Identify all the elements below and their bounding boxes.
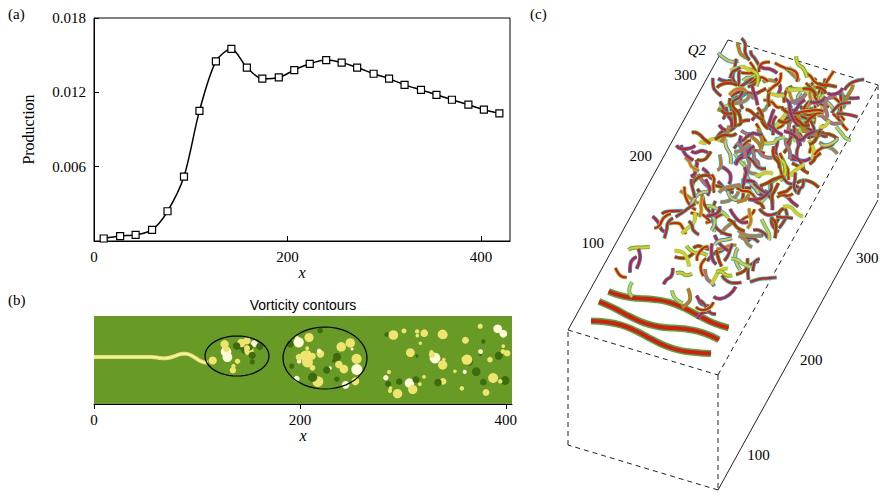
svg-text:(b): (b): [8, 292, 26, 309]
svg-text:400: 400: [495, 412, 518, 428]
svg-text:0.006: 0.006: [52, 159, 86, 175]
svg-text:(a): (a): [8, 6, 25, 23]
svg-text:Production: Production: [20, 94, 37, 164]
svg-text:300: 300: [856, 250, 879, 266]
svg-text:0: 0: [90, 249, 98, 265]
svg-text:Q2: Q2: [688, 42, 707, 58]
svg-text:300: 300: [674, 67, 697, 83]
svg-text:200: 200: [276, 249, 299, 265]
svg-text:x: x: [297, 264, 305, 281]
svg-text:400: 400: [470, 249, 493, 265]
svg-text:(c): (c): [530, 6, 547, 23]
svg-text:100: 100: [582, 235, 605, 251]
svg-text:200: 200: [630, 148, 653, 164]
svg-text:x: x: [298, 427, 306, 444]
svg-text:0.018: 0.018: [52, 10, 86, 26]
svg-text:200: 200: [800, 352, 823, 368]
svg-text:0.012: 0.012: [52, 84, 86, 100]
svg-text:0: 0: [90, 412, 98, 428]
svg-text:Vorticity contours: Vorticity contours: [250, 297, 357, 313]
svg-text:100: 100: [747, 447, 770, 463]
svg-text:200: 200: [289, 412, 312, 428]
